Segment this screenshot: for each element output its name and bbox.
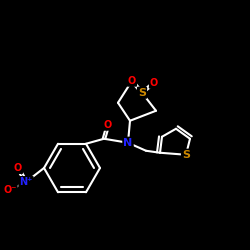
Text: N⁺: N⁺ bbox=[19, 177, 33, 187]
Text: O⁻: O⁻ bbox=[3, 185, 17, 195]
Text: O: O bbox=[104, 120, 112, 130]
Text: O: O bbox=[14, 163, 22, 173]
Text: O: O bbox=[150, 78, 158, 88]
Text: O: O bbox=[128, 76, 136, 86]
Text: S: S bbox=[182, 150, 190, 160]
Text: S: S bbox=[138, 88, 146, 98]
Text: N: N bbox=[124, 138, 132, 148]
